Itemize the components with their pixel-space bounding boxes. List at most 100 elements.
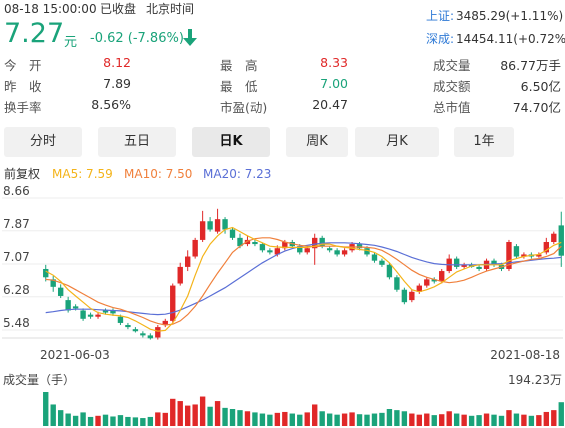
candle-body bbox=[312, 237, 318, 249]
candle-body bbox=[43, 268, 49, 278]
stat-label: 总市值 bbox=[433, 100, 471, 115]
volume-bar bbox=[312, 404, 318, 426]
volume-bar bbox=[394, 410, 400, 426]
volume-bar bbox=[341, 413, 348, 426]
stat-value: 7.00 bbox=[320, 76, 348, 91]
volume-bar bbox=[162, 412, 168, 426]
stat-value: 86.77万手 bbox=[500, 58, 561, 73]
volume-bar bbox=[192, 404, 198, 426]
volume-bar bbox=[244, 411, 251, 426]
candle-body bbox=[102, 310, 109, 313]
candle-body bbox=[439, 271, 445, 282]
stat-label: 成交量 bbox=[433, 58, 471, 73]
volume-bar bbox=[439, 414, 445, 426]
stat-label: 最 低 bbox=[220, 79, 258, 94]
timezone-label: 北京时间 bbox=[146, 2, 195, 16]
candle-body bbox=[341, 250, 348, 255]
tab-2[interactable]: 日K bbox=[192, 127, 270, 157]
stat-label: 换手率 bbox=[4, 100, 42, 115]
candle-body bbox=[252, 242, 258, 245]
index-shenzhen-name[interactable]: 深成: bbox=[426, 32, 455, 46]
volume-bar bbox=[229, 409, 236, 426]
volume-bar bbox=[536, 415, 542, 426]
candle-body bbox=[461, 264, 467, 267]
candle-body bbox=[177, 266, 183, 284]
ma5-legend: MA5: 7.59 bbox=[52, 167, 113, 181]
stat-value: 20.47 bbox=[312, 97, 348, 112]
candle-body bbox=[416, 285, 422, 292]
volume-bar bbox=[371, 413, 378, 426]
y-tick-label: 5.48 bbox=[3, 316, 30, 330]
index-shanghai-value: 3485.29(+1.11%) bbox=[456, 9, 564, 23]
volume-bar bbox=[267, 414, 273, 426]
candle-body bbox=[185, 256, 191, 267]
index-shanghai-name[interactable]: 上证: bbox=[426, 9, 455, 23]
y-tick-label: 6.28 bbox=[3, 283, 30, 297]
volume-bar bbox=[140, 418, 146, 426]
volume-bar bbox=[498, 415, 505, 426]
volume-bar bbox=[102, 414, 109, 426]
candle-body bbox=[506, 242, 512, 269]
tab-1[interactable]: 五日 bbox=[98, 127, 176, 157]
stat-value: 8.12 bbox=[103, 55, 131, 70]
volume-bar bbox=[65, 413, 71, 426]
tab-3[interactable]: 周K bbox=[286, 127, 348, 157]
candle-body bbox=[558, 225, 564, 256]
price-change: -0.62 (-7.86%) bbox=[90, 31, 184, 46]
candle-body bbox=[431, 279, 437, 282]
candle-body bbox=[132, 329, 139, 332]
stat-label: 市盈(动) bbox=[220, 100, 268, 115]
volume-bar bbox=[349, 412, 355, 426]
candle-body bbox=[57, 287, 64, 296]
candle-body bbox=[237, 237, 243, 247]
candlestick-chart[interactable]: 8.66 7.87 7.07 6.28 5.48 2021-06-03 2021-08-18… bbox=[0, 178, 565, 428]
volume-bar bbox=[551, 410, 557, 426]
candle-body bbox=[222, 219, 228, 230]
candle-body bbox=[297, 246, 303, 253]
tab-0[interactable]: 分时 bbox=[4, 127, 82, 157]
tab-4[interactable]: 月K bbox=[355, 127, 439, 157]
stat-label: 今 开 bbox=[4, 58, 42, 73]
market-status: 已收盘 bbox=[100, 2, 137, 16]
volume-bar bbox=[521, 414, 527, 426]
candle-body bbox=[162, 320, 168, 326]
y-tick-label: 7.07 bbox=[3, 250, 30, 264]
stat-label: 成交额 bbox=[433, 79, 471, 94]
y-tick-label: 8.66 bbox=[3, 184, 30, 198]
candle-body bbox=[192, 239, 198, 257]
candle-body bbox=[379, 260, 385, 265]
candle-body bbox=[551, 233, 557, 242]
volume-bar bbox=[356, 414, 363, 426]
volume-bar bbox=[185, 405, 191, 426]
current-price: 7.27 bbox=[4, 18, 65, 49]
volume-bar bbox=[110, 416, 116, 426]
candle-body bbox=[334, 250, 340, 255]
candle-body bbox=[50, 279, 56, 287]
adjust-mode[interactable]: 前复权 bbox=[4, 167, 41, 181]
stat-value: 74.70亿 bbox=[512, 100, 561, 115]
tab-5[interactable]: 1年 bbox=[454, 127, 514, 157]
stat-label: 昨 收 bbox=[4, 79, 42, 94]
candle-body bbox=[543, 242, 550, 253]
volume-bar bbox=[558, 402, 564, 426]
candle-body bbox=[401, 289, 408, 303]
currency-unit: 元 bbox=[64, 35, 78, 50]
candle-body bbox=[267, 250, 273, 253]
volume-max-label: 194.23万 bbox=[508, 373, 562, 387]
stat-value: 8.33 bbox=[320, 55, 348, 70]
volume-bar bbox=[87, 416, 94, 426]
candle-body bbox=[147, 335, 154, 339]
volume-bar bbox=[214, 401, 221, 426]
volume-bar bbox=[401, 411, 408, 426]
volume-bar bbox=[72, 415, 79, 426]
stat-label: 最 高 bbox=[220, 58, 258, 73]
candle-body bbox=[72, 306, 79, 309]
datetime: 08-18 15:00:00 bbox=[4, 2, 97, 16]
candle-body bbox=[319, 237, 325, 247]
candle-body bbox=[453, 258, 460, 267]
volume-bar bbox=[431, 415, 437, 426]
candle-body bbox=[521, 254, 527, 257]
candle-body bbox=[304, 248, 310, 253]
candle-body bbox=[371, 254, 378, 261]
candle-body bbox=[282, 242, 288, 249]
